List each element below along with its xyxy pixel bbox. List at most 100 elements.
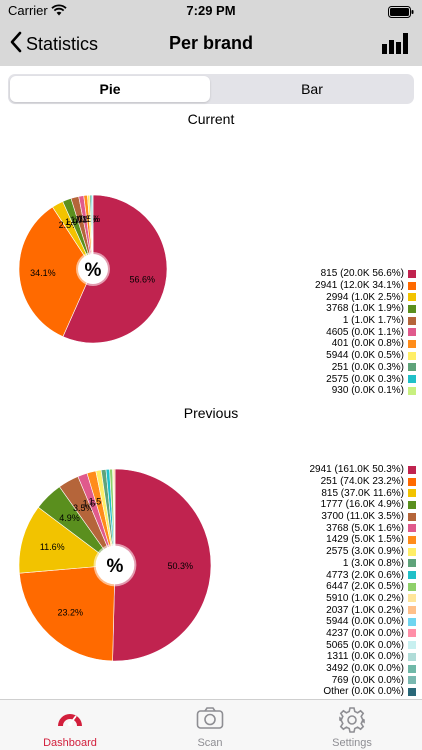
legend-item: 401 (0.0K 0.8%) <box>315 338 416 350</box>
legend-label: 3700 (11.0K 3.5%) <box>321 511 404 523</box>
wifi-icon <box>51 3 67 21</box>
pie-slice <box>112 468 212 662</box>
pie-center-label: % <box>107 556 124 577</box>
legend-swatch <box>408 339 416 348</box>
current-pie-chart: 56.6% 34.1% 2.5%1.9%1.7%1.1%0.8%0.5%% <box>18 194 168 344</box>
legend-swatch <box>408 676 416 685</box>
legend-label: 5944 (0.0K 0.5%) <box>326 350 404 362</box>
legend-label: 5944 (0.0K 0.0%) <box>326 616 404 628</box>
legend-swatch <box>408 687 416 696</box>
pie-slice <box>18 206 94 338</box>
pie-slice-label: 1.5% <box>89 497 110 507</box>
pie-slice-label: 50.3% <box>168 561 194 571</box>
legend-swatch <box>408 316 416 325</box>
legend-swatch <box>408 512 416 521</box>
legend-label: 4773 (2.0K 0.6%) <box>326 569 404 581</box>
legend-item: 5944 (0.0K 0.5%) <box>315 350 416 362</box>
legend-item: 4237 (0.0K 0.0%) <box>309 628 416 640</box>
legend-label: 5910 (1.0K 0.2%) <box>326 592 404 604</box>
legend-swatch <box>408 269 416 278</box>
pie-slice-label: 0.5% <box>80 214 101 224</box>
tab-scan[interactable]: Scan <box>140 700 280 750</box>
legend-label: 2575 (0.0K 0.3%) <box>326 373 404 385</box>
battery-icon <box>388 5 414 23</box>
legend-item: 251 (74.0K 23.2%) <box>309 476 416 488</box>
bar-chart-icon <box>382 33 408 59</box>
legend-swatch <box>408 535 416 544</box>
current-legend: 815 (20.0K 56.6%) 2941 (12.0K 34.1%) 2994 … <box>315 268 416 397</box>
speedometer-icon <box>55 706 85 737</box>
gear-icon <box>338 706 366 739</box>
legend-item: 930 (0.0K 0.1%) <box>315 385 416 397</box>
legend-label: 815 (20.0K 56.6%) <box>320 268 404 280</box>
tab-settings[interactable]: Settings <box>282 700 422 750</box>
tab-dashboard-label: Dashboard <box>43 737 97 749</box>
back-button[interactable]: Statistics <box>10 30 98 58</box>
legend-label: 1 (1.0K 1.7%) <box>342 315 404 327</box>
legend-label: 401 (0.0K 0.8%) <box>331 338 404 350</box>
legend-label: 1 (3.0K 0.8%) <box>342 557 404 569</box>
pie-slice <box>18 506 116 574</box>
pie-slice-label: 1.1% <box>75 214 96 224</box>
legend-swatch <box>408 328 416 337</box>
legend-label: 2037 (1.0K 0.2%) <box>326 604 404 616</box>
pie-slice-label: 1.9% <box>65 217 86 227</box>
legend-label: 251 (74.0K 23.2%) <box>320 476 404 488</box>
camera-icon <box>196 706 224 735</box>
legend-swatch <box>408 594 416 603</box>
current-chart-title: Current <box>187 111 235 127</box>
legend-swatch <box>408 304 416 313</box>
legend-swatch <box>408 617 416 626</box>
tab-dashboard[interactable]: Dashboard <box>0 700 140 750</box>
chart-button[interactable] <box>382 31 408 60</box>
legend-swatch <box>408 559 416 568</box>
legend-label: 1429 (5.0K 1.5%) <box>326 534 404 546</box>
legend-item: 3768 (1.0K 1.9%) <box>315 303 416 315</box>
legend-label: 930 (0.0K 0.1%) <box>331 385 404 397</box>
legend-label: 4237 (0.0K 0.0%) <box>326 627 404 639</box>
pie-slice-label: 0.8% <box>78 214 99 224</box>
legend-swatch <box>408 652 416 661</box>
legend-label: 3768 (5.0K 1.6%) <box>326 522 404 534</box>
legend-item: 2941 (161.0K 50.3%) <box>309 464 416 476</box>
segment-pie[interactable]: Pie <box>10 76 210 102</box>
legend-item: 251 (0.0K 0.3%) <box>315 362 416 374</box>
legend-label: 3492 (0.0K 0.0%) <box>326 663 404 675</box>
legend-swatch <box>408 477 416 486</box>
legend-item: 6447 (2.0K 0.5%) <box>309 581 416 593</box>
legend-label: 2994 (1.0K 2.5%) <box>326 291 404 303</box>
legend-swatch <box>408 375 416 384</box>
legend-item: 2037 (1.0K 0.2%) <box>309 604 416 616</box>
pie-slice <box>62 194 168 344</box>
legend-label: 2575 (3.0K 0.9%) <box>326 546 404 558</box>
legend-label: 3768 (1.0K 1.9%) <box>326 303 404 315</box>
chart-type-segmented-control: Pie Bar <box>8 74 414 104</box>
legend-item: 1 (3.0K 0.8%) <box>309 558 416 570</box>
pie-slice-label: 23.2% <box>57 608 83 618</box>
legend-label: 4605 (0.0K 1.1%) <box>326 326 404 338</box>
legend-swatch <box>408 606 416 615</box>
legend-item: 815 (37.0K 11.6%) <box>309 487 416 499</box>
legend-item: 1429 (5.0K 1.5%) <box>309 534 416 546</box>
legend-label: 1311 (0.0K 0.0%) <box>326 651 404 663</box>
page-title: Per brand <box>168 33 254 53</box>
pie-center-label: % <box>85 260 102 281</box>
legend-item: Other (0.0K 0.0%) <box>309 686 416 698</box>
segment-bar[interactable]: Bar <box>301 81 323 97</box>
pie-slice <box>19 564 116 662</box>
pie-hole <box>95 545 135 585</box>
legend-label: 5065 (0.0K 0.0%) <box>326 639 404 651</box>
legend-swatch <box>408 664 416 673</box>
pie-slice-label: 56.6% <box>129 274 155 284</box>
legend-swatch <box>408 465 416 474</box>
legend-label: 251 (0.0K 0.3%) <box>331 361 404 373</box>
status-bar: Carrier 7:29 PM <box>0 0 422 22</box>
legend-swatch <box>408 500 416 509</box>
legend-label: 769 (0.0K 0.0%) <box>331 674 404 686</box>
back-button-label: Statistics <box>26 33 99 54</box>
previous-chart-title: Previous <box>183 405 239 421</box>
tab-bar: Dashboard Scan Settings <box>0 699 422 750</box>
previous-pie-chart: 50.3% 23.2% 11.6% 4.9%3.5%1.6%1.5%% <box>18 468 212 662</box>
pie-slice-label: 4.9% <box>59 513 80 523</box>
legend-item: 3700 (11.0K 3.5%) <box>309 511 416 523</box>
